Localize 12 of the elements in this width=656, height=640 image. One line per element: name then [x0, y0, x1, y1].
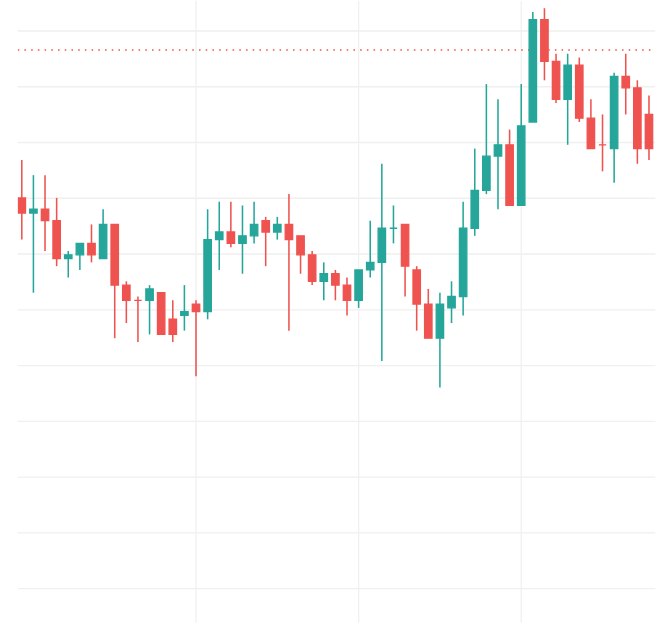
- candlestick: [400, 223, 410, 298]
- candlestick: [145, 284, 154, 335]
- candlestick: [87, 223, 96, 263]
- candlestick: [98, 208, 108, 260]
- candlestick: [272, 215, 282, 241]
- candlestick: [226, 200, 236, 248]
- candlestick: [563, 52, 573, 146]
- candlestick: [319, 261, 329, 301]
- candlestick: [191, 299, 201, 377]
- candlestick: [261, 215, 271, 267]
- candlestick: [180, 284, 189, 332]
- candlestick: [29, 174, 38, 294]
